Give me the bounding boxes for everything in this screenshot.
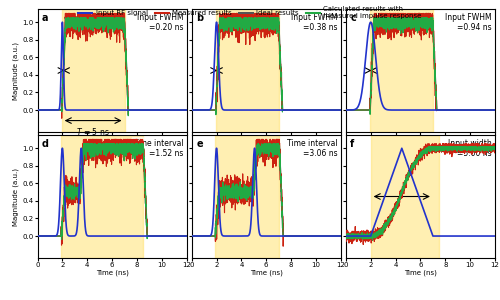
- Text: Input FWHM
=0.38 ns: Input FWHM =0.38 ns: [291, 13, 338, 32]
- Text: Input width
=5.00 ns: Input width =5.00 ns: [448, 139, 492, 158]
- Text: b: b: [196, 13, 203, 23]
- Y-axis label: Magnitude (a.u.): Magnitude (a.u.): [13, 41, 20, 100]
- Bar: [216, 135, 280, 258]
- Bar: [370, 135, 439, 258]
- Text: a: a: [42, 13, 48, 23]
- Text: Time interval
=3.06 ns: Time interval =3.06 ns: [287, 139, 338, 158]
- Legend: Input RF signal, Measured results, Ideal results, Calculated results with
measur: Input RF signal, Measured results, Ideal…: [76, 4, 424, 22]
- Text: Time interval
=1.52 ns: Time interval =1.52 ns: [133, 139, 184, 158]
- Text: Input FWHM
=0.20 ns: Input FWHM =0.20 ns: [137, 13, 184, 32]
- Bar: [61, 135, 144, 258]
- Text: c: c: [350, 13, 356, 23]
- Text: Input FWHM
=0.94 ns: Input FWHM =0.94 ns: [446, 13, 492, 32]
- Text: d: d: [42, 139, 49, 149]
- X-axis label: Time (ns): Time (ns): [250, 270, 282, 276]
- X-axis label: Time (ns): Time (ns): [404, 270, 437, 276]
- Text: $T$ = 5 ns: $T$ = 5 ns: [76, 126, 110, 137]
- Bar: [62, 9, 124, 132]
- X-axis label: Time (ns): Time (ns): [96, 270, 128, 276]
- Bar: [370, 9, 433, 132]
- Text: e: e: [196, 139, 203, 149]
- Text: f: f: [350, 139, 354, 149]
- Y-axis label: Magnitude (a.u.): Magnitude (a.u.): [13, 167, 20, 226]
- Bar: [216, 9, 278, 132]
